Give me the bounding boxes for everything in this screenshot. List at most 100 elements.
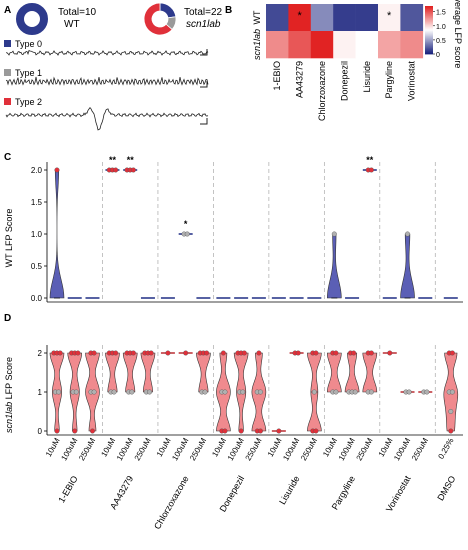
type2-trace xyxy=(5,107,209,131)
scn1lab-point xyxy=(448,409,454,415)
colorbar-step xyxy=(425,6,433,8)
wt-violin xyxy=(327,233,342,299)
panel-label-a: A xyxy=(4,5,11,16)
scn1lab-violin xyxy=(327,352,342,393)
colorbar-step xyxy=(425,16,433,19)
scn1lab-y-axis-label-rest: LFP Score xyxy=(4,357,14,402)
colorbar-step xyxy=(425,43,433,45)
wt-point xyxy=(184,231,190,237)
significance-star: ** xyxy=(366,155,374,165)
panel-d: D scn1lab LFP Score 0 1 2 xyxy=(4,313,463,436)
colorbar-step xyxy=(425,30,433,32)
scn1lab-y-tick-label: 1 xyxy=(38,388,43,397)
x-axis-labels: 10uM100uM250uM1-EBIO10uM100uM250uMAA4327… xyxy=(44,436,458,531)
scn1lab-point xyxy=(147,389,153,395)
type0-trace xyxy=(5,49,209,56)
scn1lab-point xyxy=(276,428,282,434)
wt-label: WT xyxy=(64,19,80,30)
colorbar-step xyxy=(425,48,433,50)
heatmap-star: * xyxy=(297,10,302,22)
wt-y-tick-label: 1.0 xyxy=(31,230,43,239)
scn1lab-point xyxy=(222,389,228,395)
heatmap-column-label: Vorinostat xyxy=(407,61,417,102)
treatment-label: Chlorzoxazone xyxy=(152,474,191,531)
scn1lab-point xyxy=(129,389,135,395)
colorbar-step xyxy=(425,15,433,18)
wt-point xyxy=(113,167,119,173)
scn1lab-point xyxy=(148,350,154,356)
scn1lab-point xyxy=(165,350,171,356)
heatmap-column-label: 1-EBIO xyxy=(272,61,282,91)
scn1lab-point xyxy=(56,389,62,395)
colorbar-step xyxy=(425,36,433,38)
scn1lab-violin xyxy=(140,352,156,393)
scn1lab-point xyxy=(333,389,339,395)
heatmap-cell xyxy=(355,31,379,59)
scn1lab-point xyxy=(238,428,244,434)
scn1lab-point xyxy=(448,428,454,434)
panel-b: B * * WT scn1lab 1-EBIO AA43279 Chlorzoxazone D… xyxy=(225,0,463,121)
colorbar-step xyxy=(425,32,433,34)
scale-bar-2 xyxy=(200,118,208,125)
scn1lab-violin xyxy=(196,352,211,393)
scn1lab-point xyxy=(313,428,319,434)
colorbar-tick-label: 1.5 xyxy=(436,10,446,17)
wt-point xyxy=(331,231,337,237)
significance-star: * xyxy=(184,219,188,229)
scn1lab-total: Total=22 xyxy=(184,7,223,18)
treatment-label: Vorinostat xyxy=(384,474,413,514)
significance-star: ** xyxy=(109,155,117,165)
scn1lab-point xyxy=(240,389,246,395)
colorbar-step xyxy=(425,50,433,52)
colorbar-step xyxy=(425,14,433,16)
scn1lab-point xyxy=(204,350,210,356)
scn1lab-point xyxy=(113,350,119,356)
colorbar-step xyxy=(425,18,433,20)
type0-swatch xyxy=(4,40,11,47)
colorbar-step xyxy=(425,22,433,25)
scn1lab-point xyxy=(295,350,301,356)
colorbar-step xyxy=(425,42,433,44)
colorbar-step xyxy=(425,44,433,46)
colorbar-step xyxy=(425,8,433,10)
scn1lab-point xyxy=(387,350,393,356)
colorbar-step xyxy=(425,27,433,30)
treatment-label: Donepezil xyxy=(218,474,247,514)
heatmap-column-label: AA43279 xyxy=(295,61,305,98)
heatmap-row-label: scn1lab xyxy=(252,29,262,60)
scn1lab-label: scn1lab xyxy=(186,19,221,30)
scn1lab-point xyxy=(111,389,117,395)
scn1lab-point xyxy=(183,350,189,356)
panel-c: C WT LFP Score 0.00.51.01.52.0** ***** xyxy=(4,152,463,303)
scn1lab-point xyxy=(130,350,136,356)
scale-bar-1 xyxy=(200,81,208,88)
scn1lab-point xyxy=(91,350,97,356)
scn1lab-point xyxy=(368,350,374,356)
wt-donut xyxy=(16,3,48,35)
heatmap-cell xyxy=(400,31,424,59)
heatmap-row-label: WT xyxy=(252,10,262,24)
scn1lab-point xyxy=(313,350,319,356)
scn1lab-point xyxy=(54,428,60,434)
heatmap-column-label: Donepezil xyxy=(339,61,349,101)
panel-a: A Total=10 WT Total=22 scn1lab Type 0 Ty… xyxy=(4,2,223,131)
heatmap-column-label: Pargyline xyxy=(384,61,394,99)
heatmap-column-label: Chlorzoxazone xyxy=(317,61,327,121)
scn1lab-violin xyxy=(344,352,360,393)
scn1lab-point xyxy=(202,389,208,395)
dose-label-dmso: 0.25% xyxy=(436,437,455,461)
wt-point xyxy=(130,167,136,173)
scn1lab-point xyxy=(241,350,247,356)
heatmap-cell xyxy=(288,4,312,32)
heatmap-cell xyxy=(333,31,356,59)
colorbar-step xyxy=(425,28,433,31)
dose-label: 250uM xyxy=(133,436,153,462)
heatmap-cell xyxy=(310,4,334,32)
dose-label: 10uM xyxy=(377,436,395,458)
type1-label: Type 1 xyxy=(15,68,42,78)
scn1lab-point xyxy=(72,428,78,434)
heatmap-cell xyxy=(378,4,401,32)
colorbar-step xyxy=(425,31,433,33)
colorbar-step xyxy=(425,45,433,48)
heatmap-cell xyxy=(355,4,379,32)
